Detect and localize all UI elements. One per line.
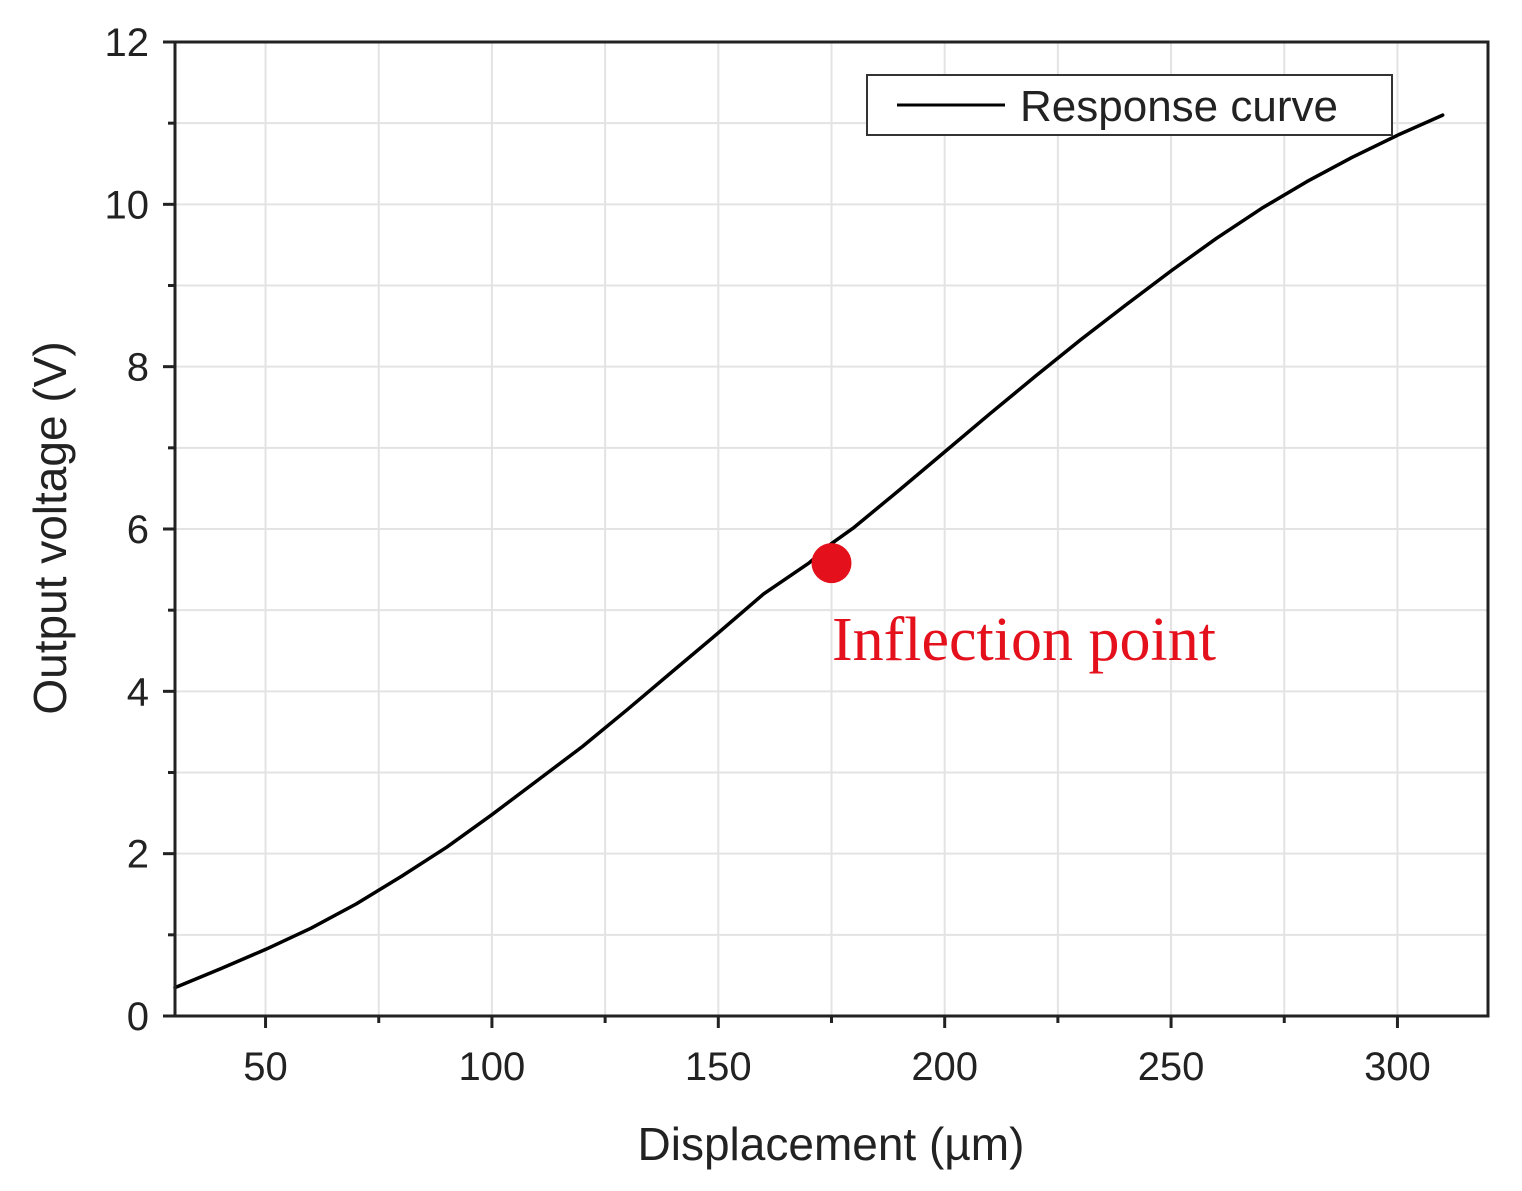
tick-marks — [163, 40, 1399, 1028]
legend: Response curve — [866, 74, 1393, 136]
x-tick-label: 300 — [1364, 1045, 1431, 1089]
x-tick-label: 250 — [1138, 1045, 1205, 1089]
inflection-point-marker — [811, 543, 852, 584]
x-tick-label: 50 — [243, 1045, 288, 1089]
y-tick-label: 2 — [127, 833, 149, 877]
y-tick-label: 8 — [127, 346, 149, 390]
x-tick-label: 150 — [685, 1045, 752, 1089]
annotation: Inflection point — [811, 543, 1216, 674]
grid-lines — [175, 42, 1488, 1016]
x-axis-title: Displacement (µm) — [638, 1118, 1025, 1170]
y-tick-label: 6 — [127, 508, 149, 552]
x-tick-label: 200 — [911, 1045, 978, 1089]
tick-labels: 50 100 150 200 250 300 0 2 4 6 8 10 12 — [105, 21, 1431, 1089]
y-tick-label: 0 — [127, 995, 149, 1039]
inflection-point-label: Inflection point — [832, 606, 1216, 674]
y-axis-title: Output voltage (V) — [24, 341, 76, 714]
y-tick-label: 10 — [105, 183, 150, 227]
legend-label: Response curve — [1020, 82, 1338, 131]
x-tick-label: 100 — [459, 1045, 526, 1089]
y-tick-label: 12 — [105, 21, 150, 65]
y-tick-label: 4 — [127, 670, 149, 714]
